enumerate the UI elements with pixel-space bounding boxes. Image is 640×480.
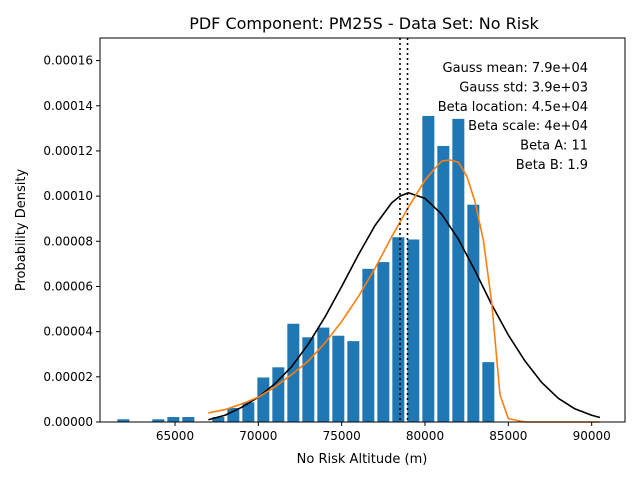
histogram-bar	[332, 335, 345, 422]
y-tick-label: 0.00014	[43, 99, 93, 113]
x-tick-label: 65000	[156, 429, 194, 443]
x-tick-label: 90000	[573, 429, 611, 443]
fit-parameter-annotation: Beta location: 4.5e+04	[438, 100, 588, 115]
histogram-bar	[272, 367, 285, 422]
histogram-bar	[182, 417, 195, 422]
histogram-bar	[482, 362, 495, 422]
plot-area: 65000 70000 75000 80000 85000 90000 0.00000 0.0…	[43, 37, 626, 443]
fit-parameter-annotation: Beta B: 1.9	[516, 158, 588, 173]
y-tick-label: 0.00010	[43, 189, 93, 203]
histogram-bar	[377, 262, 390, 422]
beta-fit-line	[208, 159, 600, 423]
histogram-bar	[467, 204, 480, 422]
y-tick-label: 0.00008	[43, 234, 93, 248]
histogram-bar	[152, 419, 165, 422]
y-tick-label: 0.00002	[43, 370, 93, 384]
histogram-bar	[452, 118, 465, 423]
histogram-bar	[437, 145, 450, 422]
y-axis-label: Probability Density	[14, 169, 29, 292]
fit-parameter-annotation: Gauss std: 3.9e+03	[459, 80, 588, 95]
histogram-bar	[117, 419, 130, 422]
x-axis-label: No Risk Altitude (m)	[297, 452, 428, 467]
fit-parameter-annotation: Gauss mean: 7.9e+04	[443, 61, 588, 76]
histogram-bar	[392, 237, 405, 422]
x-tick-label: 85000	[489, 429, 527, 443]
histogram-bar	[167, 417, 180, 422]
x-tick-label: 80000	[406, 429, 444, 443]
histogram-bar	[362, 268, 375, 422]
y-tick-label: 0.00012	[43, 144, 93, 158]
y-tick-label: 0.00016	[43, 54, 93, 68]
histogram-bar	[422, 115, 435, 422]
gauss-fit-line	[208, 191, 601, 421]
x-tick-label: 75000	[323, 429, 361, 443]
x-tick-label: 70000	[239, 429, 277, 443]
histogram-bar	[227, 407, 240, 422]
histogram-bar	[242, 402, 255, 422]
y-tick-label: 0.00006	[43, 279, 93, 293]
chart-title: PDF Component: PM25S - Data Set: No Risk	[189, 14, 539, 33]
histogram-bar	[257, 377, 270, 422]
axes-frame	[99, 37, 626, 423]
y-tick-label: 0.00000	[43, 415, 93, 429]
fit-parameter-annotation: Beta A: 11	[520, 139, 588, 154]
histogram-bar	[347, 341, 360, 422]
histogram-bar	[407, 239, 420, 422]
y-tick-label: 0.00004	[43, 325, 93, 339]
histogram-bar	[212, 417, 225, 422]
fit-parameter-annotation: Beta scale: 4e+04	[468, 119, 588, 134]
histogram-bar	[317, 327, 330, 422]
